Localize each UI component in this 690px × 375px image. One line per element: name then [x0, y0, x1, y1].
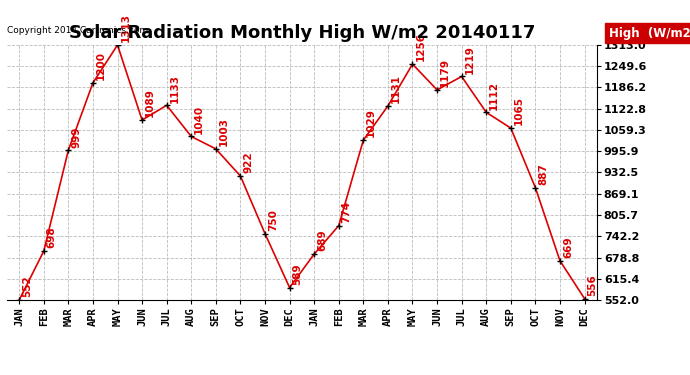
Text: 589: 589: [293, 263, 302, 285]
Text: 999: 999: [71, 126, 81, 147]
Text: 1313: 1313: [121, 13, 130, 42]
Text: 1112: 1112: [489, 81, 499, 110]
Text: 556: 556: [587, 274, 598, 296]
Text: 774: 774: [342, 201, 352, 223]
Text: 552: 552: [22, 276, 32, 297]
Text: 1133: 1133: [170, 74, 179, 103]
Text: 750: 750: [268, 209, 278, 231]
Text: 1065: 1065: [514, 96, 524, 125]
Text: 1256: 1256: [415, 32, 426, 62]
Text: 698: 698: [47, 227, 57, 248]
Text: 1179: 1179: [440, 58, 450, 87]
Text: 1200: 1200: [96, 51, 106, 80]
Text: 887: 887: [538, 163, 549, 185]
Text: 1131: 1131: [391, 74, 401, 103]
Title: Solar Radiation Monthly High W/m2 20140117: Solar Radiation Monthly High W/m2 201401…: [69, 24, 535, 42]
Text: Copyright 2014 Cartronics.com: Copyright 2014 Cartronics.com: [7, 26, 148, 35]
Text: 669: 669: [563, 237, 573, 258]
Text: 1003: 1003: [219, 117, 229, 146]
Text: 1040: 1040: [194, 105, 204, 134]
Text: 1219: 1219: [464, 45, 475, 74]
Text: 922: 922: [244, 152, 253, 173]
Text: High  (W/m2): High (W/m2): [609, 27, 690, 40]
Text: 689: 689: [317, 230, 327, 251]
Text: 1029: 1029: [366, 109, 376, 138]
Text: 1089: 1089: [145, 88, 155, 117]
